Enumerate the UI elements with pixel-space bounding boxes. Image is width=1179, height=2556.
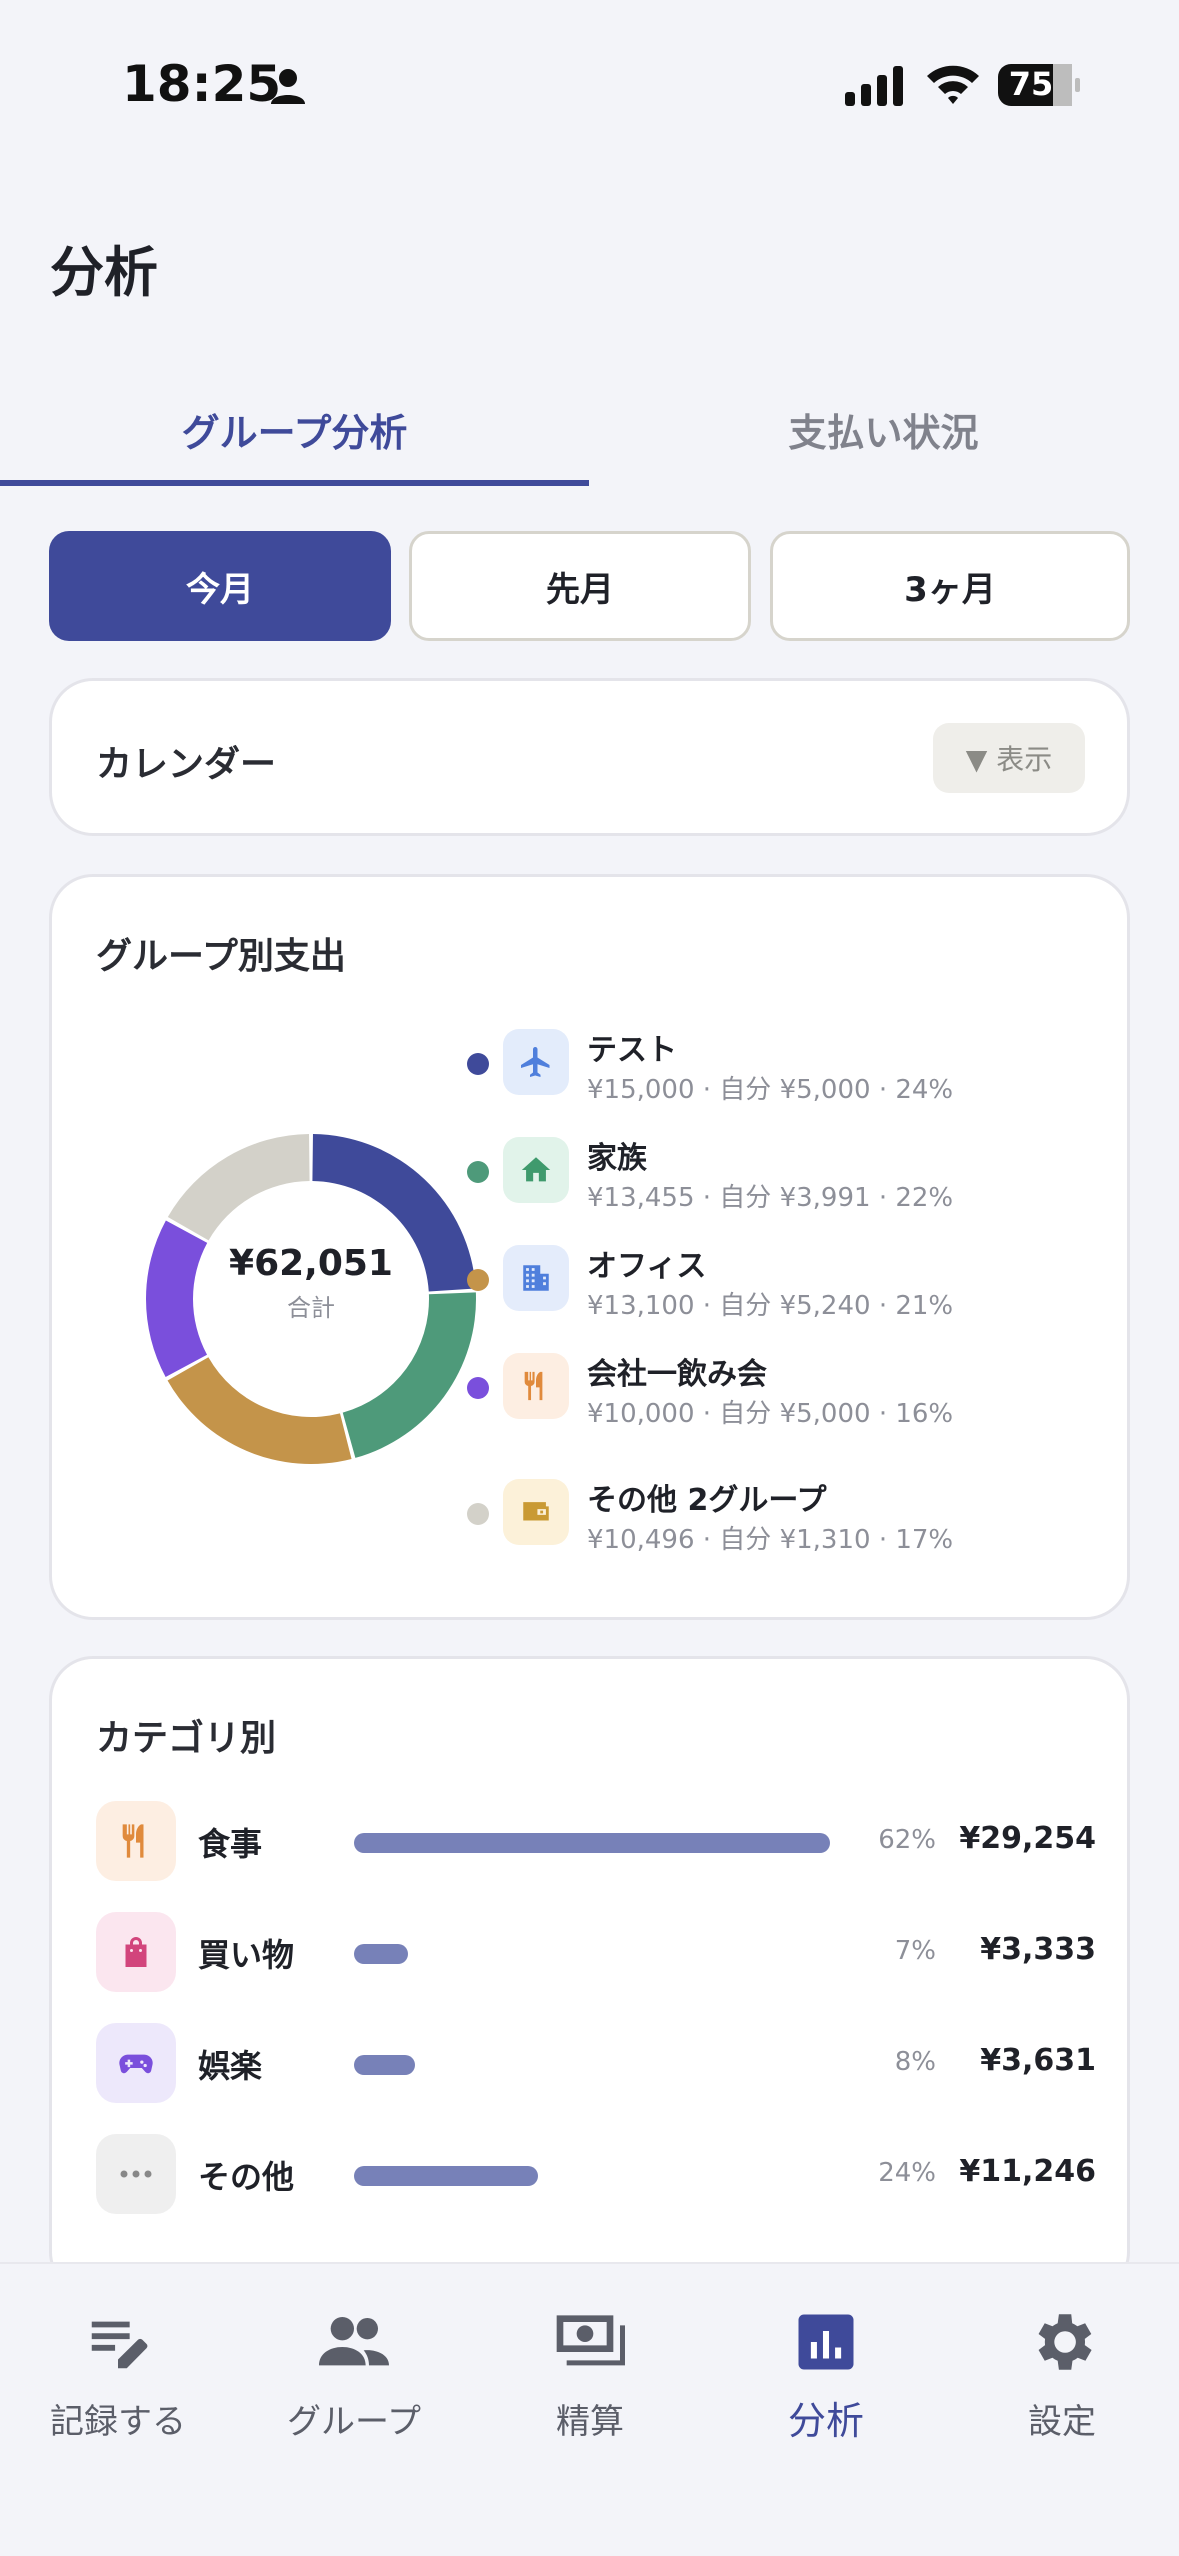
period-this-month-button[interactable]: 今月	[49, 531, 391, 641]
status-time: 18:25	[122, 55, 282, 113]
legend-detail: ¥10,496 · 自分 ¥1,310 · 17%	[587, 1525, 954, 1555]
nav-label: 設定	[1028, 2402, 1096, 2442]
donut-slice-0	[312, 1134, 476, 1292]
status-bar: 18:25 75	[0, 0, 1179, 150]
legend-dot	[467, 1161, 489, 1183]
battery-icon: 75	[997, 62, 1081, 108]
money-icon	[550, 2302, 630, 2382]
legend-dot	[467, 1269, 489, 1291]
building-icon	[503, 1245, 569, 1311]
tab-active-indicator	[0, 480, 589, 486]
category-bar	[354, 2055, 415, 2075]
tab-group-analysis[interactable]: グループ分析	[181, 410, 408, 455]
page-title: 分析	[50, 241, 158, 304]
legend-dot	[467, 1377, 489, 1399]
category-percent: 62%	[878, 1825, 936, 1855]
category-name: 娯楽	[198, 2047, 263, 2085]
nav-label: 記録する	[50, 2402, 186, 2442]
home-icon	[503, 1137, 569, 1203]
legend-row[interactable]: テスト ¥15,000 · 自分 ¥5,000 · 24%	[467, 1017, 1087, 1117]
wallet-icon	[503, 1479, 569, 1545]
calendar-title: カレンダー	[96, 744, 277, 785]
battery-level: 75	[1008, 65, 1054, 103]
calendar-card: カレンダー ▼ 表示	[49, 678, 1130, 836]
wifi-icon	[927, 65, 979, 104]
category-bar	[354, 1833, 830, 1853]
more-icon	[96, 2134, 176, 2214]
category-bar	[354, 1944, 408, 1964]
shopping-bag-icon	[96, 1912, 176, 1992]
edit-list-icon	[78, 2302, 158, 2382]
nav-settlement[interactable]: 精算	[472, 2294, 708, 2454]
person-icon	[271, 69, 305, 104]
donut-center: ¥62,051 合計	[131, 1243, 491, 1323]
category-percent: 24%	[878, 2158, 936, 2188]
group-spending-title: グループ別支出	[96, 936, 346, 977]
calendar-toggle-button[interactable]: ▼ 表示	[933, 723, 1085, 793]
legend-row[interactable]: その他 2グループ ¥10,496 · 自分 ¥1,310 · 17%	[467, 1467, 1087, 1567]
nav-label: 精算	[556, 2402, 624, 2442]
signal-icon	[845, 66, 903, 106]
period-3-months-button[interactable]: 3ヶ月	[770, 531, 1130, 641]
donut-slice-4	[167, 1134, 310, 1241]
category-row-entertainment[interactable]: 娯楽 8% ¥3,631	[96, 2023, 1096, 2103]
category-name: その他	[198, 2158, 295, 2196]
utensils-icon	[96, 1801, 176, 1881]
legend-dot	[467, 1053, 489, 1075]
category-percent: 7%	[894, 1936, 936, 1966]
nav-record[interactable]: 記録する	[0, 2294, 236, 2454]
category-card: カテゴリ別 食事 62% ¥29,254 買い物 7% ¥3,333 娯楽 8%…	[49, 1656, 1130, 2296]
legend-detail: ¥13,100 · 自分 ¥5,240 · 21%	[587, 1291, 954, 1321]
utensils-icon	[503, 1353, 569, 1419]
legend-row[interactable]: 家族 ¥13,455 · 自分 ¥3,991 · 22%	[467, 1125, 1087, 1225]
donut-slice-1	[342, 1292, 476, 1458]
category-row-other[interactable]: その他 24% ¥11,246	[96, 2134, 1096, 2214]
category-name: 食事	[198, 1825, 263, 1863]
nav-settings[interactable]: 設定	[944, 2294, 1179, 2454]
category-bar	[354, 2166, 538, 2186]
legend-detail: ¥13,455 · 自分 ¥3,991 · 22%	[587, 1183, 954, 1213]
category-title: カテゴリ別	[96, 1718, 277, 1759]
category-amount: ¥3,333	[980, 1932, 1096, 1967]
legend-row[interactable]: 会社一飲み会 ¥10,000 · 自分 ¥5,000 · 16%	[467, 1341, 1087, 1441]
legend-name: オフィス	[587, 1249, 707, 1284]
group-spending-card: グループ別支出 ¥62,051 合計 テスト ¥15,000 · 自分 ¥5,0…	[49, 874, 1130, 1620]
period-last-month-button[interactable]: 先月	[409, 531, 751, 641]
donut-slice-3	[146, 1220, 208, 1378]
people-icon	[314, 2302, 394, 2382]
category-amount: ¥29,254	[959, 1821, 1096, 1856]
category-row-shopping[interactable]: 買い物 7% ¥3,333	[96, 1912, 1096, 1992]
nav-group[interactable]: グループ	[236, 2294, 472, 2454]
category-amount: ¥3,631	[980, 2043, 1096, 2078]
legend-row[interactable]: オフィス ¥13,100 · 自分 ¥5,240 · 21%	[467, 1233, 1087, 1333]
legend-name: 会社一飲み会	[587, 1357, 767, 1392]
category-name: 買い物	[198, 1936, 295, 1974]
donut-total-label: 合計	[287, 1294, 335, 1322]
nav-analysis[interactable]: 分析	[708, 2294, 944, 2454]
nav-label: 分析	[787, 2399, 864, 2443]
category-percent: 8%	[894, 2047, 936, 2077]
legend-detail: ¥10,000 · 自分 ¥5,000 · 16%	[587, 1399, 954, 1429]
donut-total-amount: ¥62,051	[229, 1243, 393, 1284]
category-amount: ¥11,246	[959, 2154, 1096, 2189]
legend-dot	[467, 1503, 489, 1525]
gear-icon	[1022, 2302, 1102, 2382]
category-row-food[interactable]: 食事 62% ¥29,254	[96, 1801, 1096, 1881]
airplane-icon	[503, 1029, 569, 1095]
legend-detail: ¥15,000 · 自分 ¥5,000 · 24%	[587, 1075, 954, 1105]
tab-payment-status[interactable]: 支払い状況	[788, 410, 979, 455]
donut-slice-2	[167, 1357, 352, 1464]
chart-icon	[786, 2302, 866, 2382]
tab-bar: グループ分析 支払い状況	[0, 370, 1179, 488]
legend-name: テスト	[587, 1033, 677, 1068]
nav-label: グループ	[287, 2402, 421, 2442]
gamepad-icon	[96, 2023, 176, 2103]
donut-chart	[146, 1134, 476, 1464]
bottom-nav: 記録する グループ 精算 分析 設定	[0, 2262, 1179, 2556]
legend-name: 家族	[587, 1141, 647, 1176]
legend-name: その他 2グループ	[587, 1483, 827, 1518]
